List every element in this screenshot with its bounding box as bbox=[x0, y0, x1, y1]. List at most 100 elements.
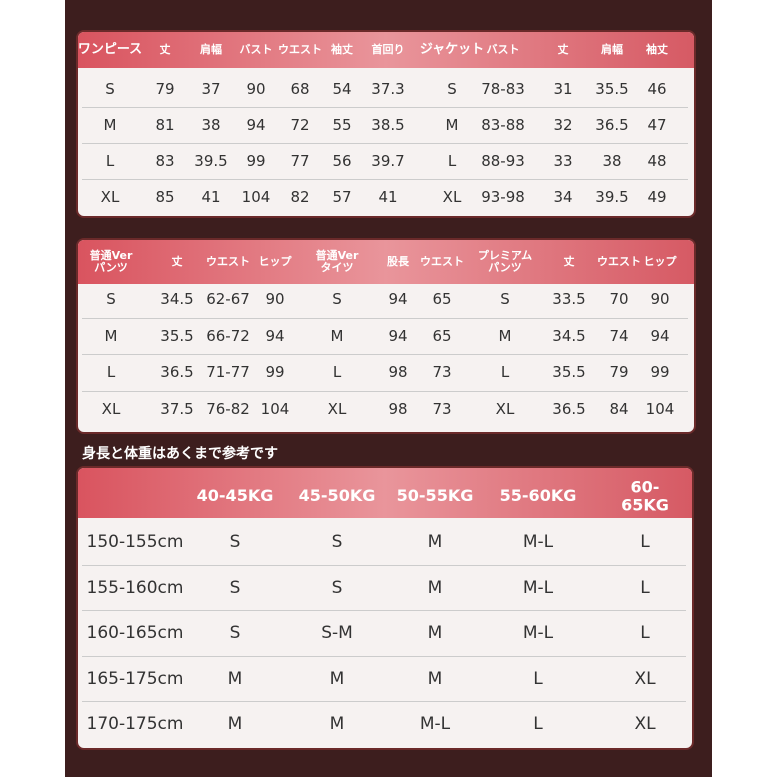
table-cell: 76-82 bbox=[206, 399, 250, 418]
table-cell: S bbox=[332, 290, 342, 308]
table-cell: 39.5 bbox=[194, 152, 228, 170]
table-cell: 88-93 bbox=[481, 152, 525, 170]
table-cell: 39.5 bbox=[595, 188, 629, 206]
row-separator bbox=[82, 317, 688, 319]
table-cell: M bbox=[427, 623, 443, 643]
row-separator bbox=[82, 354, 688, 355]
table-cell: 73 bbox=[432, 363, 452, 381]
table-cell: 160-165cm bbox=[86, 623, 184, 643]
table-cell: L bbox=[500, 363, 510, 381]
table-cell: L bbox=[533, 668, 543, 689]
table-cell: 90 bbox=[246, 80, 266, 98]
table-cell: 38.5 bbox=[371, 116, 405, 134]
row-separator bbox=[82, 610, 686, 611]
row-separator bbox=[82, 390, 688, 392]
header-cell: ワンピース bbox=[77, 41, 143, 57]
table-cell: 41 bbox=[378, 188, 398, 206]
header-cell: ウエスト bbox=[206, 254, 250, 268]
table-cell: 77 bbox=[290, 152, 310, 170]
table-cell: L bbox=[105, 152, 115, 170]
table-cell: 41 bbox=[201, 188, 221, 206]
header-cell: 45-50KG bbox=[298, 486, 376, 506]
table-cell: 165-175cm bbox=[86, 668, 184, 689]
table-cell: 99 bbox=[246, 152, 266, 170]
table-cell: 62-67 bbox=[206, 290, 250, 308]
table-cell: 81 bbox=[155, 116, 175, 134]
table-cell: 94 bbox=[265, 326, 285, 345]
row-separator bbox=[82, 179, 688, 180]
table-cell: 99 bbox=[650, 363, 670, 381]
table-cell: 73 bbox=[432, 399, 452, 418]
row-separator bbox=[82, 107, 688, 108]
table-cell: 54 bbox=[332, 80, 352, 98]
table-cell: M bbox=[427, 532, 443, 552]
note: 身長と体重はあくまで参考です bbox=[82, 446, 278, 462]
table-cell: 94 bbox=[246, 116, 266, 134]
header-cell: 股長 bbox=[387, 254, 409, 268]
table-cell: 98 bbox=[388, 363, 408, 381]
table-cell: S bbox=[229, 532, 241, 552]
header-cell: 60-65KG bbox=[621, 477, 669, 514]
table-cell: 83 bbox=[155, 152, 175, 170]
table-cell: 79 bbox=[155, 80, 175, 98]
table-cell: 94 bbox=[650, 326, 670, 345]
table-cell: 46 bbox=[647, 80, 667, 98]
table-cell: 35.5 bbox=[160, 326, 194, 345]
table-cell: 79 bbox=[609, 363, 629, 381]
table-cell: 33.5 bbox=[552, 290, 586, 308]
header-cell: ウエスト bbox=[278, 42, 322, 56]
table-cell: 104 bbox=[260, 399, 290, 418]
header-cell: ジャケット bbox=[419, 41, 485, 57]
row-separator bbox=[82, 564, 686, 566]
header-cell: 丈 bbox=[557, 42, 569, 56]
row-separator bbox=[82, 143, 688, 144]
table-cell: XL bbox=[634, 714, 656, 734]
table-cell: M-L bbox=[522, 577, 554, 598]
row-separator bbox=[82, 655, 686, 657]
table-cell: 85 bbox=[155, 188, 175, 206]
table-cell: L bbox=[640, 532, 650, 552]
table-panel: 普通Ver パンツ丈ウエスト ヒップ 普通Ver タイツ 股長 ウエスト プレミアム パン… bbox=[76, 238, 696, 434]
table-cell: S bbox=[331, 532, 343, 552]
table-cell: 36.5 bbox=[160, 363, 194, 381]
table-cell: 104 bbox=[645, 399, 675, 418]
table-cell: S bbox=[106, 290, 116, 308]
table-cell: 47 bbox=[647, 116, 667, 134]
table-cell: 38 bbox=[201, 116, 221, 134]
table-cell: L bbox=[106, 363, 116, 381]
table-cell: M bbox=[103, 116, 117, 134]
table-cell: XL bbox=[327, 399, 347, 418]
table-cell: L bbox=[332, 363, 342, 381]
table-cell: 82 bbox=[290, 188, 310, 206]
header-cell: 袖丈 bbox=[331, 42, 353, 56]
table-cell: S bbox=[500, 290, 510, 308]
table-cell: 84 bbox=[609, 399, 629, 418]
header-row bbox=[78, 240, 694, 284]
table-cell: 39.7 bbox=[371, 152, 405, 170]
table-cell: S bbox=[331, 577, 343, 598]
header-cell: 50-55KG bbox=[396, 486, 474, 506]
header-cell: ヒップ bbox=[258, 254, 292, 268]
header-cell: 普通Ver パンツ bbox=[89, 248, 133, 274]
header-cell: 首回り bbox=[371, 42, 405, 56]
table-cell: 104 bbox=[241, 188, 271, 206]
table-cell: M bbox=[104, 326, 118, 345]
table-cell: XL bbox=[101, 399, 121, 418]
table-cell: 36.5 bbox=[595, 116, 629, 134]
table-cell: 33 bbox=[553, 152, 573, 170]
table-cell: 34.5 bbox=[552, 326, 586, 345]
table-cell: M-L bbox=[522, 623, 554, 643]
header-cell: 肩幅 bbox=[200, 42, 222, 56]
table-cell: M bbox=[330, 326, 344, 345]
table-cell: 155-160cm bbox=[86, 577, 184, 598]
table-cell: 94 bbox=[388, 326, 408, 345]
header-cell: 55-60KG bbox=[499, 486, 577, 506]
header-cell: 丈 bbox=[159, 42, 171, 56]
table-cell: S bbox=[229, 577, 241, 598]
table-cell: M bbox=[427, 577, 443, 598]
table-cell: M bbox=[329, 668, 345, 689]
table-cell: S-M bbox=[321, 623, 353, 643]
table-cell: 37 bbox=[201, 80, 221, 98]
table-cell: 93-98 bbox=[481, 188, 525, 206]
table-cell: M bbox=[498, 326, 512, 345]
